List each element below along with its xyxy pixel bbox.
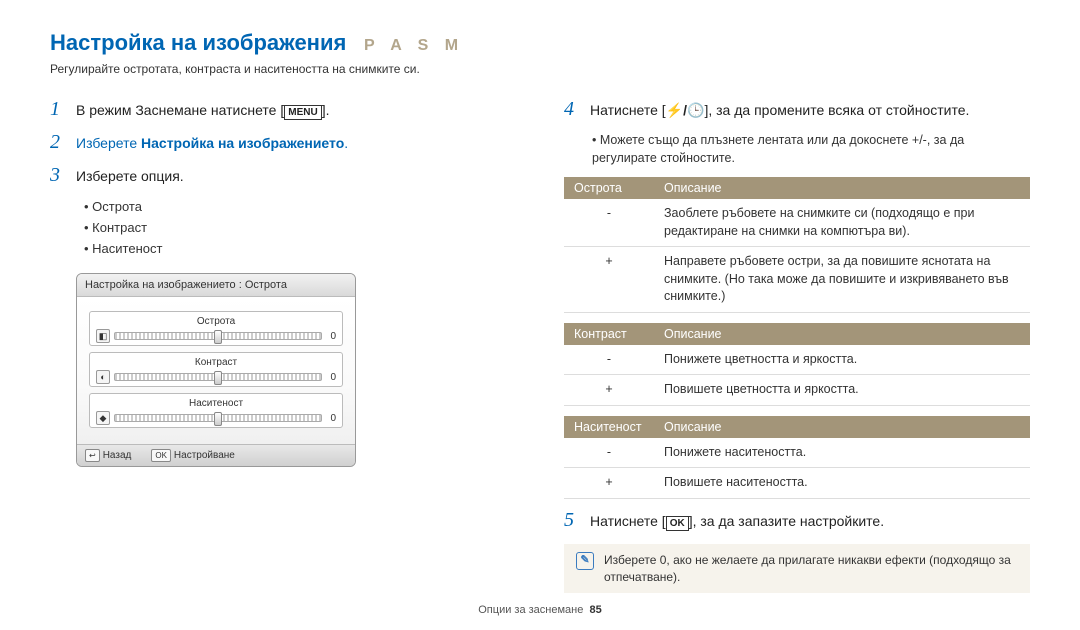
slider-contrast: Контраст ◐ 0: [89, 352, 343, 387]
flash-timer-icons: ⚡/🕒: [666, 102, 705, 118]
page-footer: Опции за заснемане 85: [0, 604, 1080, 616]
page-subtitle: Регулирайте остротата, контраста и насит…: [50, 62, 1030, 76]
back-key-icon: ↩: [85, 449, 100, 462]
option-item: Наситеност: [84, 239, 516, 260]
step-text: Натиснете [OK], за да запазите настройки…: [590, 511, 884, 532]
slider-sharpness: Острота ◧ 0: [89, 311, 343, 346]
left-column: 1 В режим Заснемане натиснете [MENU]. 2 …: [50, 98, 516, 593]
table-row: +Направете ръбовете остри, за да повишит…: [564, 247, 1030, 313]
contrast-icon: ◐: [96, 370, 110, 384]
step-number: 4: [564, 98, 590, 121]
lcd-header: Настройка на изображението : Острота: [77, 274, 355, 297]
tip-box: ✎ Изберете 0, ако не желаете да прилагат…: [564, 544, 1030, 594]
contrast-table: КонтрастОписание -Понижете цветността и …: [564, 323, 1030, 406]
step-3: 3 Изберете опция.: [50, 164, 516, 187]
ok-button-icon: OK: [666, 516, 689, 531]
page-title: Настройка на изображения: [50, 30, 346, 55]
lcd-body: Острота ◧ 0 Контраст ◐ 0 Н: [77, 297, 355, 444]
saturation-icon: ◆: [96, 411, 110, 425]
mode-letters: P A S M: [364, 37, 464, 54]
step-number: 1: [50, 98, 76, 121]
table-row: -Понижете цветността и яркостта.: [564, 345, 1030, 375]
slider-thumb: [214, 371, 222, 385]
table-row: -Заоблете ръбовете на снимките си (подхо…: [564, 199, 1030, 247]
camera-lcd-preview: Настройка на изображението : Острота Ост…: [76, 273, 356, 467]
ok-key-icon: OK: [151, 449, 171, 462]
step-text: Натиснете [⚡/🕒], за да промените всяка о…: [590, 100, 969, 121]
slider-track: [114, 373, 322, 381]
slider-thumb: [214, 330, 222, 344]
menu-button-icon: MENU: [284, 105, 321, 120]
slider-saturation: Наситеност ◆ 0: [89, 393, 343, 428]
step-4: 4 Натиснете [⚡/🕒], за да промените всяка…: [564, 98, 1030, 121]
page-header: Настройка на изображения P A S M: [50, 30, 1030, 56]
step-text: Изберете опция.: [76, 166, 184, 187]
step-4-note: Можете също да плъзнете лентата или да д…: [592, 131, 1030, 167]
step-number: 5: [564, 509, 590, 532]
option-item: Контраст: [84, 218, 516, 239]
page-number: 85: [589, 604, 601, 616]
step-number: 2: [50, 131, 76, 154]
slider-track: [114, 414, 322, 422]
slider-track: [114, 332, 322, 340]
saturation-table: НаситеностОписание -Понижете наситеностт…: [564, 416, 1030, 499]
step-1: 1 В режим Заснемане натиснете [MENU].: [50, 98, 516, 121]
right-column: 4 Натиснете [⚡/🕒], за да промените всяка…: [564, 98, 1030, 593]
option-item: Острота: [84, 197, 516, 218]
tip-text: Изберете 0, ако не желаете да прилагате …: [604, 552, 1018, 586]
step-number: 3: [50, 164, 76, 187]
lcd-footer: ↩Назад OKНастройване: [77, 444, 355, 466]
step-text: Изберете Настройка на изображението.: [76, 133, 348, 154]
step-5: 5 Натиснете [OK], за да запазите настрой…: [564, 509, 1030, 532]
table-row: -Понижете наситеността.: [564, 438, 1030, 468]
option-list: Острота Контраст Наситеност: [84, 197, 516, 259]
info-icon: ✎: [576, 552, 594, 570]
table-row: +Повишете наситеността.: [564, 468, 1030, 499]
step-2: 2 Изберете Настройка на изображението.: [50, 131, 516, 154]
slider-thumb: [214, 412, 222, 426]
table-row: +Повишете цветността и яркостта.: [564, 375, 1030, 406]
sharpness-icon: ◧: [96, 329, 110, 343]
sharpness-table: ОстротаОписание -Заоблете ръбовете на сн…: [564, 177, 1030, 313]
step-text: В режим Заснемане натиснете [MENU].: [76, 100, 329, 121]
